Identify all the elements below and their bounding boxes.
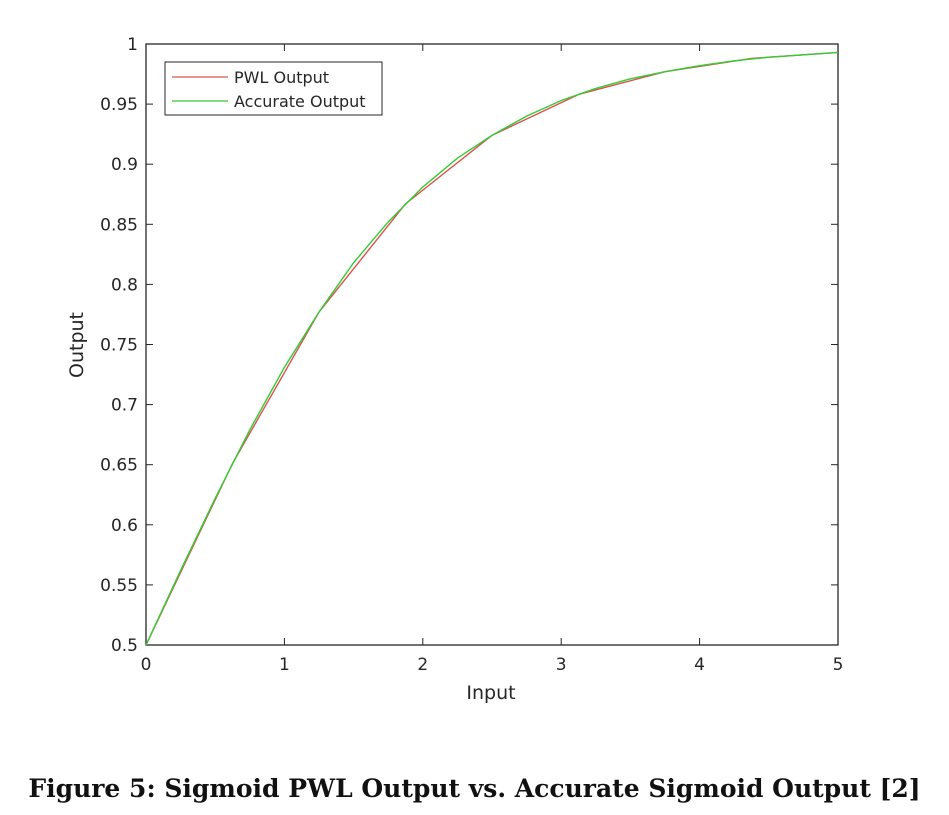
x-tick-label: 5 (833, 655, 844, 675)
series-line-accurate (145, 51, 839, 646)
x-tick-label: 2 (417, 655, 428, 675)
legend: PWL Output Accurate Output (164, 61, 383, 116)
x-axis-label: Input (466, 682, 515, 704)
plot-frame (145, 43, 839, 646)
legend-box (164, 61, 383, 116)
y-tick-label: 0.5 (111, 636, 138, 656)
x-tick-label: 0 (141, 655, 152, 675)
chart: 0.5 0.55 0.6 0.65 0.7 0.75 0.8 0.85 0.9 0.95 1 0 1 2… (66, 35, 844, 704)
y-tick-label: 0.8 (111, 275, 138, 295)
y-tick-label: 0.95 (100, 95, 138, 115)
figure-caption: Figure 5: Sigmoid PWL Output vs. Accurat… (28, 774, 921, 803)
x-tick-label: 3 (556, 655, 567, 675)
x-tick-label: 4 (694, 655, 705, 675)
y-tick-label: 0.85 (100, 215, 138, 235)
y-tick-label: 1 (127, 35, 138, 55)
y-tick-label: 0.7 (111, 396, 138, 416)
y-tick-label: 0.9 (111, 155, 138, 175)
y-axis: 0.5 0.55 0.6 0.65 0.7 0.75 0.8 0.85 0.9 0.95 1 (100, 35, 838, 656)
y-tick-label: 0.6 (111, 516, 138, 536)
x-axis: 0 1 2 3 4 5 (141, 44, 844, 675)
y-tick-label: 0.55 (100, 576, 138, 596)
y-tick-label: 0.65 (100, 456, 138, 476)
x-tick-label: 1 (279, 655, 290, 675)
y-tick-label: 0.75 (100, 336, 138, 356)
plot-area (145, 43, 839, 646)
legend-label-pwl: PWL Output (234, 68, 329, 87)
y-axis-label: Output (66, 312, 88, 378)
series-layer (145, 51, 839, 646)
legend-label-accurate: Accurate Output (234, 92, 366, 111)
